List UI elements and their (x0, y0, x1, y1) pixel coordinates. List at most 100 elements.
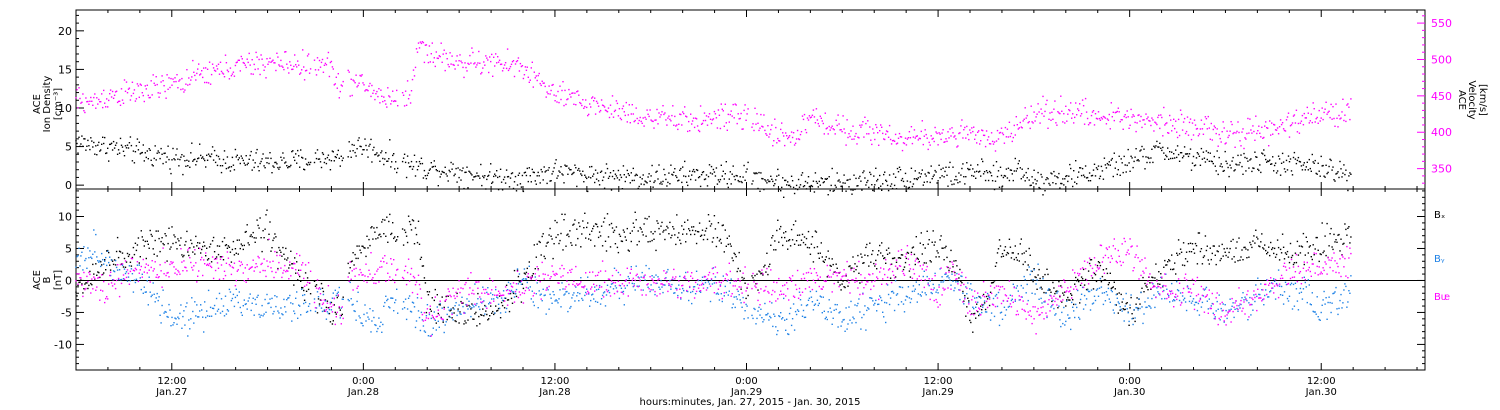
data-point-series-1 (378, 317, 380, 319)
data-point-series-0 (221, 165, 224, 167)
data-point-series-1 (989, 143, 992, 145)
data-point-series-0 (407, 162, 410, 164)
data-point-series-0 (723, 251, 725, 253)
data-point-series-0 (929, 260, 931, 262)
data-point-series-0 (1211, 252, 1213, 255)
data-point-series-1 (182, 315, 184, 318)
data-point-series-1 (317, 69, 320, 71)
data-point-series-0 (607, 177, 610, 179)
data-point-series-0 (570, 169, 572, 171)
data-point-series-1 (1163, 106, 1165, 109)
data-point-series-1 (282, 66, 284, 68)
data-point-series-0 (673, 171, 675, 173)
data-point-series-0 (365, 255, 367, 258)
data-point-series-1 (847, 136, 849, 139)
data-point-series-1 (534, 276, 536, 278)
data-point-series-0 (995, 262, 998, 264)
data-point-series-0 (612, 170, 615, 172)
data-point-series-0 (827, 250, 829, 252)
data-point-series-0 (964, 295, 966, 297)
data-point-series-1 (1299, 122, 1302, 124)
data-point-series-1 (1291, 122, 1294, 124)
data-point-series-1 (403, 307, 406, 309)
data-point-series-0 (148, 148, 150, 150)
data-point-series-1 (1011, 140, 1013, 143)
data-point-series-0 (241, 244, 243, 247)
data-point-series-0 (1032, 280, 1034, 283)
data-point-series-0 (489, 315, 491, 317)
data-point-series-1 (155, 297, 157, 299)
data-point-series-0 (934, 169, 936, 172)
data-point-series-1 (600, 298, 603, 300)
data-point-series-0 (586, 226, 588, 229)
data-point-series-0 (942, 247, 944, 249)
data-point-series-1 (207, 289, 210, 292)
data-point-series-1 (199, 74, 201, 76)
data-point-series-0 (548, 167, 550, 169)
data-point-series-1 (1019, 121, 1021, 124)
data-point-series-1 (742, 296, 744, 299)
data-point-series-0 (894, 176, 897, 178)
data-point-series-1 (606, 284, 609, 286)
data-point-series-0 (1189, 242, 1192, 244)
data-point-series-1 (277, 56, 279, 58)
data-point-series-1 (582, 299, 584, 301)
data-point-series-0 (680, 242, 682, 245)
data-point-series-1 (1263, 136, 1265, 139)
data-point-series-1 (353, 80, 355, 82)
data-point-series-0 (1146, 286, 1148, 288)
data-point-series-0 (357, 257, 359, 260)
data-point-series-0 (364, 138, 366, 140)
data-point-series-0 (1286, 169, 1289, 171)
data-point-series-0 (1105, 268, 1108, 270)
data-point-series-0 (224, 162, 227, 164)
data-point-series-0 (797, 244, 800, 246)
data-point-series-1 (854, 304, 856, 306)
data-point-series-0 (163, 152, 165, 155)
data-point-series-0 (110, 142, 113, 144)
data-point-series-1 (367, 316, 369, 318)
data-point-series-1 (691, 120, 694, 122)
data-point-series-1 (91, 257, 93, 260)
data-point-series-1 (561, 89, 563, 92)
data-point-series-1 (763, 114, 765, 116)
data-point-series-0 (620, 240, 623, 242)
data-point-series-1 (506, 289, 509, 291)
data-point-series-0 (714, 228, 717, 230)
data-point-series-0 (219, 256, 222, 258)
data-point-series-1 (323, 64, 326, 66)
data-point-series-1 (314, 310, 317, 313)
data-point-series-1 (533, 304, 535, 307)
data-point-series-0 (921, 169, 923, 171)
top-right-axis-label-line-1: ACE (1456, 90, 1467, 110)
data-point-series-1 (1042, 95, 1044, 98)
data-point-series-0 (1235, 247, 1237, 249)
data-point-series-1 (105, 106, 107, 108)
data-point-series-1 (375, 93, 377, 95)
data-point-series-0 (275, 236, 277, 238)
data-point-series-1 (872, 300, 874, 302)
data-point-series-0 (1223, 169, 1225, 172)
data-point-series-0 (1328, 245, 1330, 247)
data-point-series-0 (1201, 158, 1204, 160)
data-point-series-0 (262, 153, 264, 155)
data-point-series-0 (1302, 164, 1305, 166)
data-point-series-0 (288, 165, 290, 168)
data-point-series-1 (595, 289, 598, 291)
data-point-series-0 (603, 187, 606, 189)
data-point-series-0 (565, 245, 567, 247)
data-point-series-1 (982, 134, 985, 136)
data-point-series-1 (151, 94, 153, 96)
data-point-series-0 (318, 303, 321, 305)
data-point-series-1 (596, 102, 599, 104)
data-point-series-0 (104, 259, 106, 261)
data-point-series-0 (1043, 291, 1045, 294)
data-point-series-0 (842, 280, 844, 282)
data-point-series-0 (731, 173, 733, 175)
data-point-series-0 (358, 137, 360, 139)
data-point-series-0 (783, 232, 785, 234)
data-point-series-0 (1003, 249, 1006, 252)
data-point-series-0 (383, 233, 385, 235)
data-point-series-1 (255, 51, 257, 54)
data-point-series-0 (671, 234, 673, 237)
